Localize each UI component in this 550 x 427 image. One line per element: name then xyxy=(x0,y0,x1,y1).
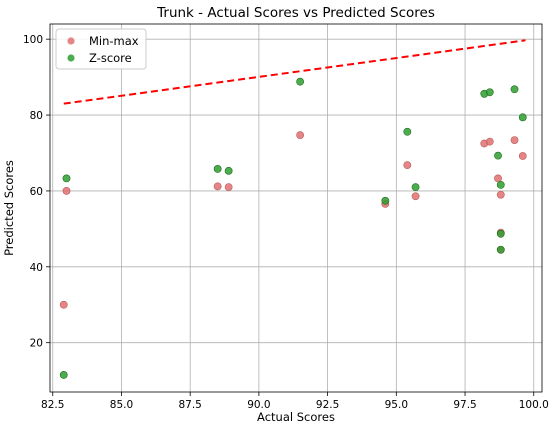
data-point xyxy=(296,77,305,86)
data-point xyxy=(411,183,420,192)
data-point xyxy=(494,174,502,183)
reference-line xyxy=(63,39,526,105)
x-axis: 82.5 85.0 87.5 90.0 92.5 95.0 97.5 100.0 xyxy=(41,392,549,411)
y-axis-label: Predicted Scores xyxy=(2,160,16,256)
data-point xyxy=(518,152,527,160)
data-point xyxy=(213,165,222,173)
x-tick-label: 95.0 xyxy=(385,399,408,411)
y-tick-label: 60 xyxy=(30,186,43,198)
y-tick-label: 100 xyxy=(23,34,43,46)
x-tick-label: 97.5 xyxy=(453,399,476,411)
series-min-max xyxy=(59,131,527,309)
data-point xyxy=(510,136,519,144)
y-tick-label: 40 xyxy=(30,262,43,274)
data-point xyxy=(403,161,412,170)
data-point xyxy=(224,166,233,175)
data-point xyxy=(496,229,505,238)
x-tick-label: 100.0 xyxy=(519,399,549,411)
y-tick-label: 80 xyxy=(30,110,43,122)
data-point xyxy=(224,183,233,192)
legend-label: Z-score xyxy=(89,51,132,65)
grid-layer xyxy=(50,24,542,392)
data-point xyxy=(403,127,412,136)
data-point xyxy=(494,151,502,160)
data-point xyxy=(485,137,494,146)
data-point xyxy=(62,187,71,195)
legend-marker xyxy=(67,54,75,62)
data-point xyxy=(62,174,71,183)
x-tick-label: 90.0 xyxy=(247,399,270,411)
data-point xyxy=(411,192,420,201)
plot-frame xyxy=(49,23,543,393)
data-point xyxy=(59,300,68,309)
legend: Min-max Z-score xyxy=(55,28,147,70)
data-point xyxy=(296,131,305,140)
data-point xyxy=(213,182,222,191)
data-point xyxy=(485,88,494,97)
x-tick-label: 87.5 xyxy=(178,399,201,411)
y-axis: 20 40 60 80 100 xyxy=(23,34,50,350)
data-point xyxy=(381,196,390,205)
x-tick-label: 82.5 xyxy=(41,399,64,411)
data-point xyxy=(496,245,505,254)
legend-label: Min-max xyxy=(89,34,139,48)
data-point xyxy=(59,371,68,379)
legend-marker xyxy=(67,37,75,45)
legend-box xyxy=(55,28,147,70)
data-point xyxy=(518,113,527,122)
data-point xyxy=(496,190,505,199)
data-point xyxy=(496,180,505,189)
points-layer xyxy=(59,77,527,379)
y-tick-label: 20 xyxy=(30,338,43,350)
x-tick-label: 92.5 xyxy=(316,399,339,411)
reference-line-layer xyxy=(63,39,526,105)
x-axis-label: Actual Scores xyxy=(257,410,335,424)
series-z-score xyxy=(59,77,527,379)
x-tick-label: 85.0 xyxy=(110,399,133,411)
chart-title: Trunk - Actual Scores vs Predicted Score… xyxy=(156,5,435,21)
data-point xyxy=(510,85,519,94)
